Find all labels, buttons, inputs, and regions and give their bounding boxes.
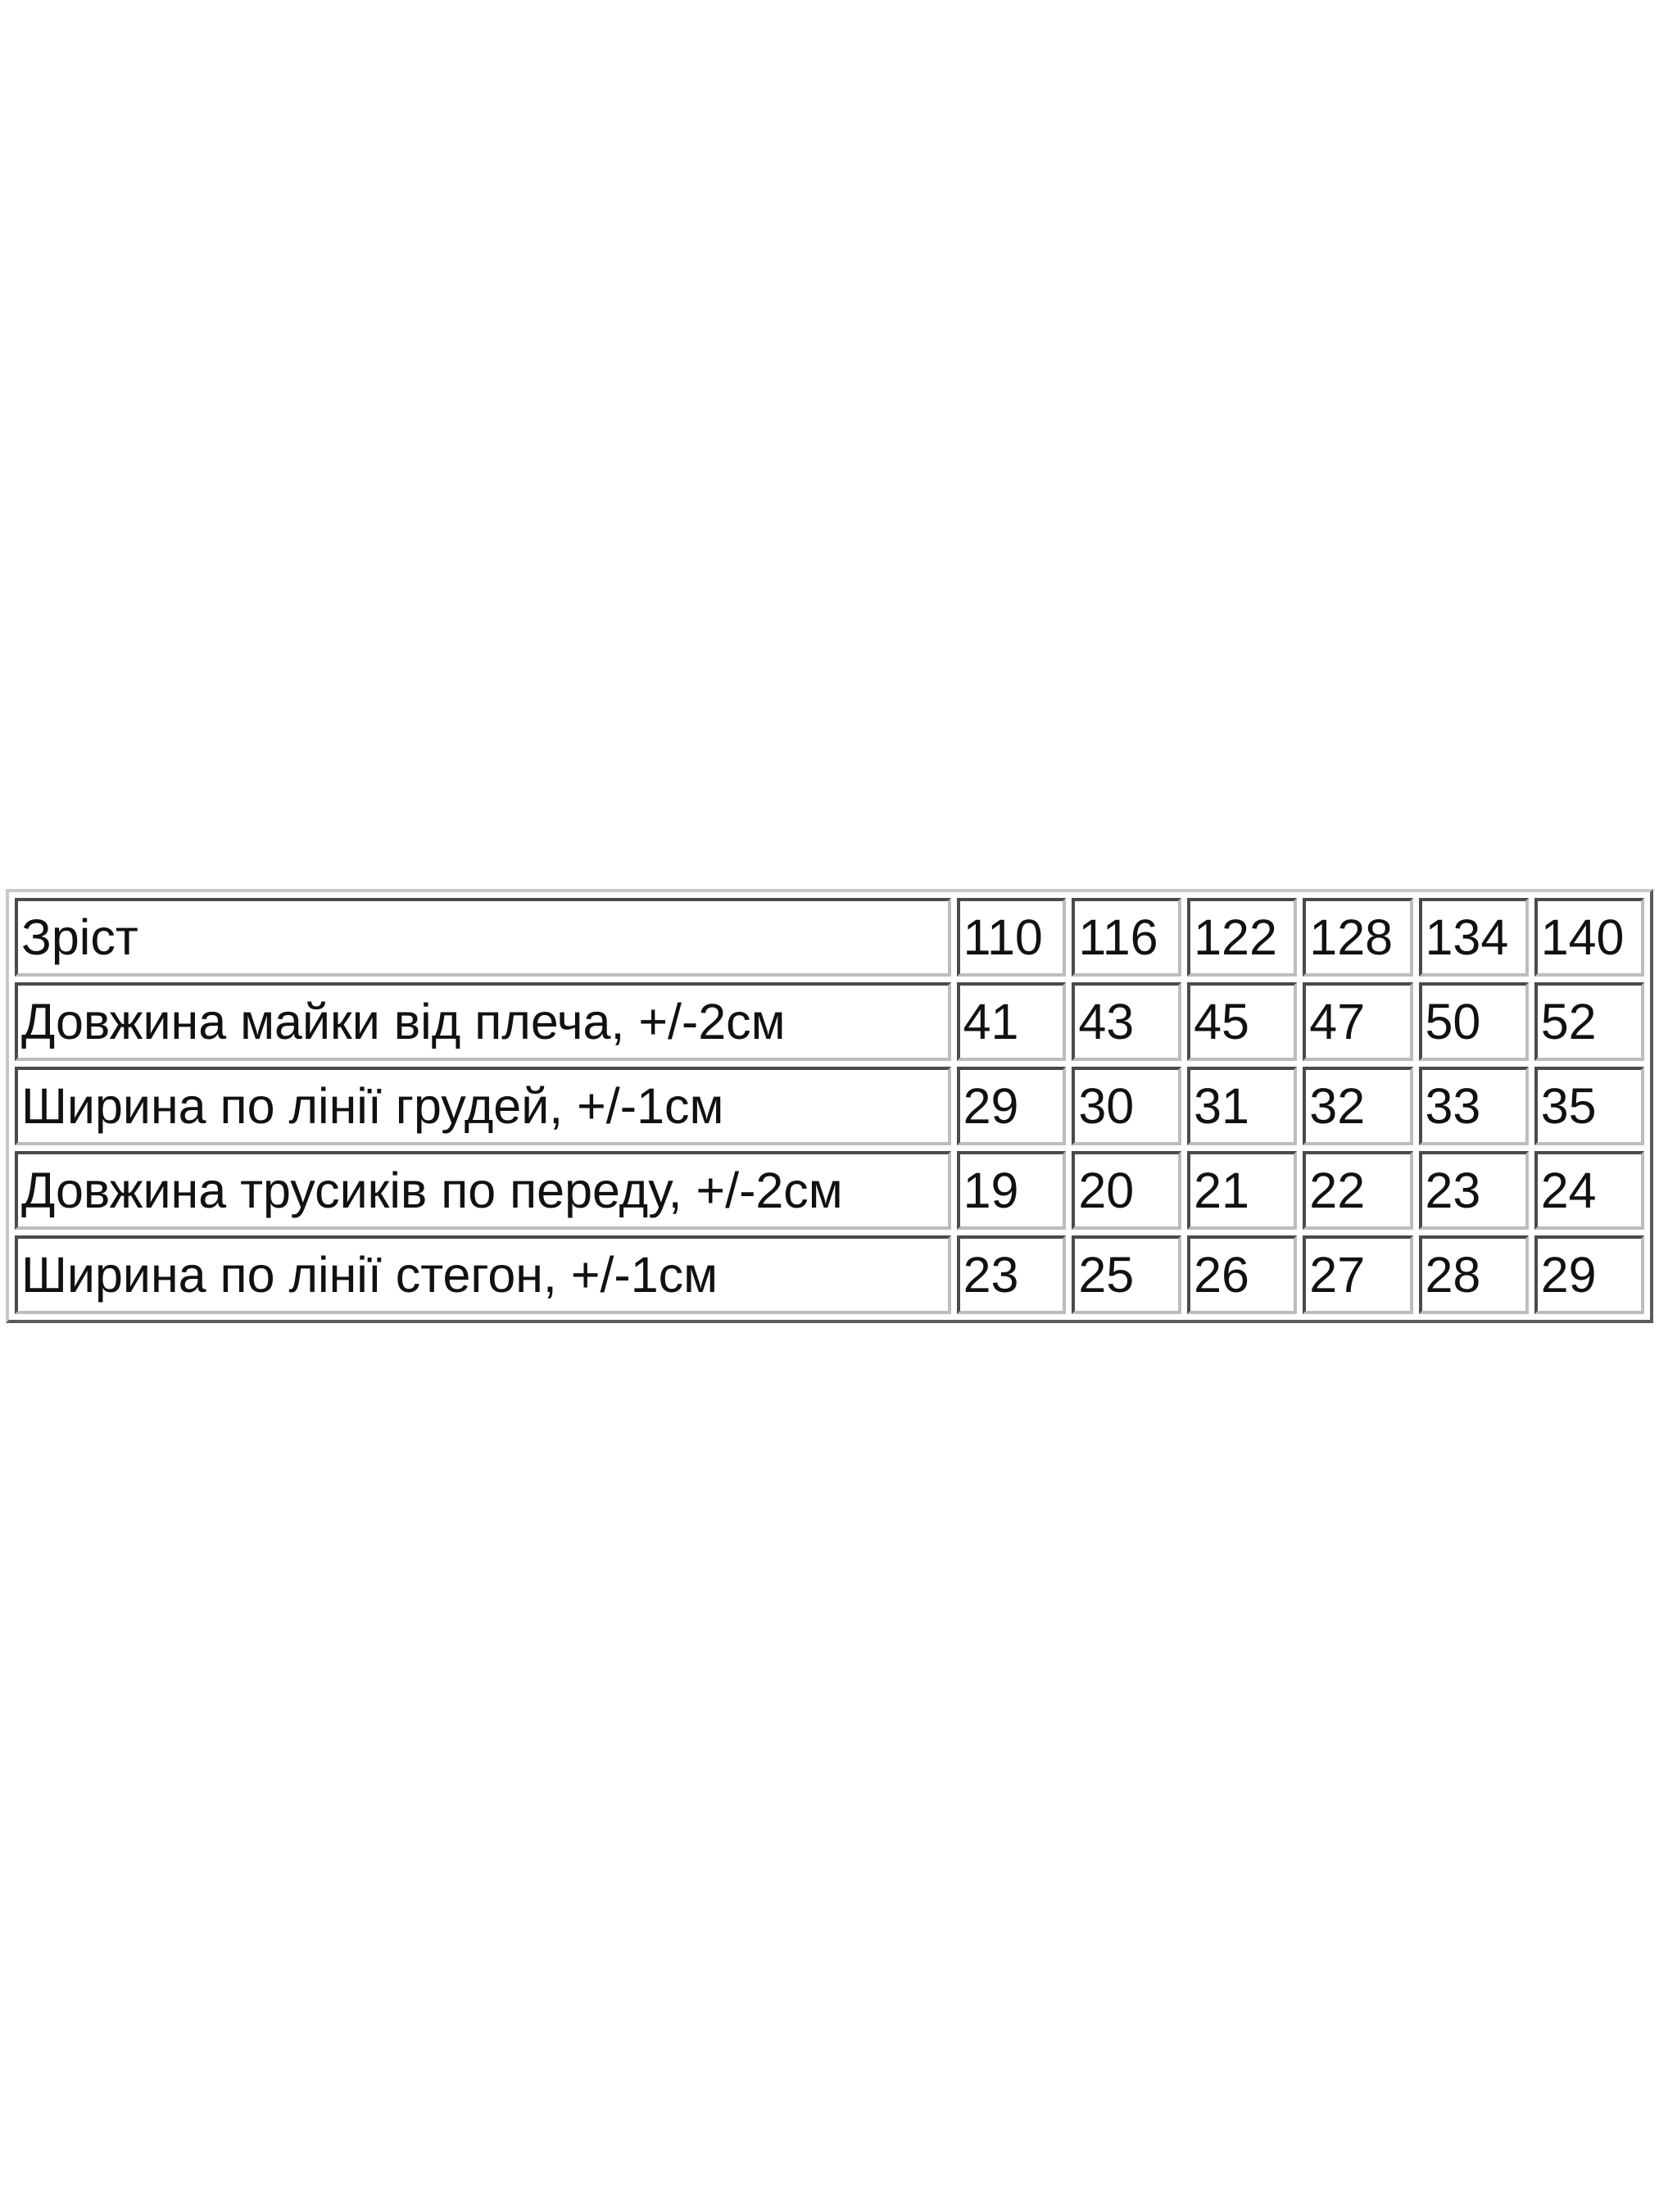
value-cell: 29 [956, 1067, 1067, 1145]
value-cell: 28 [1418, 1235, 1529, 1314]
value-cell: 47 [1303, 982, 1413, 1061]
size-cell: 128 [1303, 898, 1413, 977]
value-cell: 29 [1534, 1235, 1644, 1314]
size-table: Зріст 110 116 122 128 134 140 Довжина ма… [6, 889, 1653, 1323]
value-cell: 19 [956, 1151, 1067, 1230]
size-cell: 122 [1187, 898, 1298, 977]
value-cell: 33 [1418, 1067, 1529, 1145]
value-cell: 23 [1418, 1151, 1529, 1230]
size-table-body: Зріст 110 116 122 128 134 140 Довжина ма… [15, 898, 1644, 1314]
value-cell: 41 [956, 982, 1067, 1061]
value-cell: 31 [1187, 1067, 1298, 1145]
table-header-row: Зріст 110 116 122 128 134 140 [15, 898, 1644, 977]
value-cell: 45 [1187, 982, 1298, 1061]
value-cell: 27 [1303, 1235, 1413, 1314]
value-cell: 32 [1303, 1067, 1413, 1145]
table-row: Ширина по лінії грудей, +/-1см 29 30 31 32 33… [15, 1067, 1644, 1145]
size-cell: 134 [1418, 898, 1529, 977]
value-cell: 22 [1303, 1151, 1413, 1230]
value-cell: 20 [1072, 1151, 1182, 1230]
table-row: Довжина майки від плеча, +/-2см 41 43 45 47 5… [15, 982, 1644, 1061]
row-label: Ширина по лінії стегон, +/-1см [15, 1235, 951, 1314]
header-label: Зріст [15, 898, 951, 977]
value-cell: 26 [1187, 1235, 1298, 1314]
value-cell: 43 [1072, 982, 1182, 1061]
table-row: Ширина по лінії стегон, +/-1см 23 25 26 27 28… [15, 1235, 1644, 1314]
value-cell: 30 [1072, 1067, 1182, 1145]
size-cell: 140 [1534, 898, 1644, 977]
row-label: Довжина трусиків по переду, +/-2см [15, 1151, 951, 1230]
value-cell: 25 [1072, 1235, 1182, 1314]
value-cell: 52 [1534, 982, 1644, 1061]
value-cell: 21 [1187, 1151, 1298, 1230]
row-label: Довжина майки від плеча, +/-2см [15, 982, 951, 1061]
row-label: Ширина по лінії грудей, +/-1см [15, 1067, 951, 1145]
value-cell: 50 [1418, 982, 1529, 1061]
value-cell: 35 [1534, 1067, 1644, 1145]
size-cell: 110 [956, 898, 1067, 977]
value-cell: 23 [956, 1235, 1067, 1314]
value-cell: 24 [1534, 1151, 1644, 1230]
table-row: Довжина трусиків по переду, +/-2см 19 20 21… [15, 1151, 1644, 1230]
size-cell: 116 [1072, 898, 1182, 977]
